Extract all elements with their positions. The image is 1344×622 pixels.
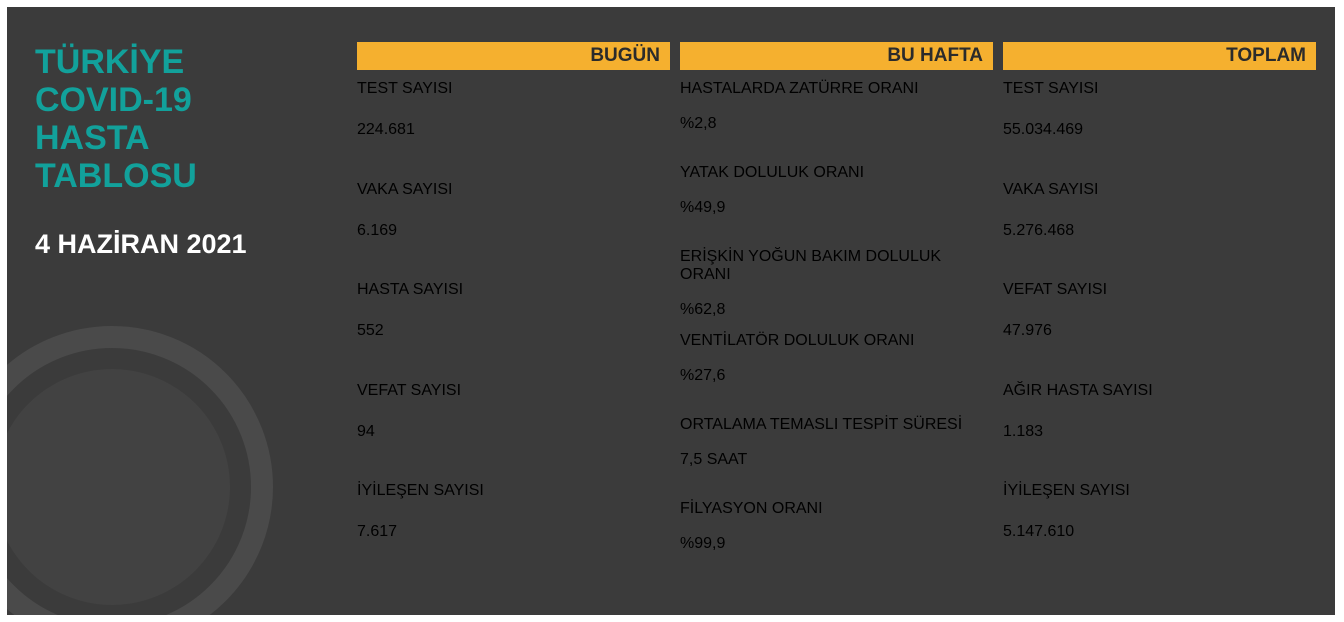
- stat-label: VEFAT SAYISI: [1003, 281, 1108, 299]
- stat-value: 6.169: [357, 221, 398, 239]
- stat-label: VAKA SAYISI: [357, 180, 453, 198]
- stat-card: VENTİLATÖR DOLULUK ORANI %27,6: [680, 332, 993, 408]
- stat-value: %2,8: [680, 115, 717, 132]
- column-header: BUGÜN: [357, 42, 670, 70]
- stat-label: VAKA SAYISI: [1003, 180, 1099, 198]
- stat-label: VEFAT SAYISI: [357, 381, 462, 399]
- stat-label: AĞIR HASTA SAYISI: [1003, 381, 1153, 399]
- column-header: TOPLAM: [1003, 42, 1316, 70]
- stat-card: İYİLEŞEN SAYISI 5.147.610: [1003, 482, 1316, 575]
- stat-value: %62,8: [680, 301, 726, 318]
- stat-label: İYİLEŞEN SAYISI: [357, 482, 484, 500]
- stat-card: TEST SAYISI 55.034.469: [1003, 80, 1316, 173]
- stat-label: VENTİLATÖR DOLULUK ORANI: [680, 332, 915, 349]
- stat-card: VEFAT SAYISI 47.976: [1003, 281, 1316, 374]
- date: 4 HAZİRAN 2021: [35, 229, 247, 259]
- stat-label: ORTALAMA TEMASLI TESPİT SÜRESİ: [680, 416, 963, 433]
- stat-value: 5.276.468: [1003, 221, 1075, 239]
- stat-label: İYİLEŞEN SAYISI: [1003, 482, 1130, 500]
- title-line: COVID-19: [35, 81, 192, 119]
- title-line: TÜRKİYE: [35, 43, 185, 81]
- stat-value: 5.147.610: [1003, 523, 1075, 541]
- stat-card: HASTA SAYISI 552: [357, 281, 670, 374]
- column-header: BU HAFTA: [680, 42, 993, 70]
- stat-value: 7,5 SAAT: [680, 451, 748, 468]
- stat-label: HASTALARDA ZATÜRRE ORANI: [680, 80, 919, 97]
- stat-value: 1.183: [1003, 422, 1044, 440]
- stat-label: FİLYASYON ORANI: [680, 500, 823, 517]
- stat-card: VAKA SAYISI 5.276.468: [1003, 181, 1316, 274]
- stat-value: %49,9: [680, 199, 726, 216]
- title-line: TABLOSU: [35, 157, 197, 195]
- stat-label: YATAK DOLULUK ORANI: [680, 164, 865, 181]
- stat-card: ERİŞKİN YOĞUN BAKIM DOLULUK ORANI %62,8: [680, 248, 993, 324]
- stat-value: %27,6: [680, 367, 726, 384]
- stat-label: ERİŞKİN YOĞUN BAKIM DOLULUK ORANI: [680, 248, 942, 283]
- emblem: [7, 326, 273, 615]
- stat-card: VAKA SAYISI 6.169: [357, 181, 670, 274]
- title-line: HASTA: [35, 119, 150, 157]
- stat-value: 7.617: [357, 523, 398, 541]
- stat-label: HASTA SAYISI: [357, 281, 464, 299]
- stat-value: %99,9: [680, 535, 726, 552]
- stat-card: HASTALARDA ZATÜRRE ORANI %2,8: [680, 80, 993, 156]
- title: TÜRKİYE COVID-19 HASTA TABLOSU: [35, 43, 197, 195]
- stat-label: TEST SAYISI: [357, 80, 453, 97]
- stat-card: YATAK DOLULUK ORANI %49,9: [680, 164, 993, 240]
- stat-card: VEFAT SAYISI 94: [357, 382, 670, 475]
- stat-value: 94: [357, 422, 375, 440]
- stat-value: 47.976: [1003, 322, 1052, 340]
- stat-value: 55.034.469: [1003, 121, 1084, 138]
- stat-card: ORTALAMA TEMASLI TESPİT SÜRESİ 7,5 SAAT: [680, 416, 993, 492]
- stat-label: TEST SAYISI: [1003, 80, 1099, 97]
- stat-card: İYİLEŞEN SAYISI 7.617: [357, 482, 670, 575]
- stat-value: 224.681: [357, 121, 415, 138]
- stat-card: FİLYASYON ORANI %99,9: [680, 500, 993, 576]
- stat-card: AĞIR HASTA SAYISI 1.183: [1003, 382, 1316, 475]
- dashboard: TÜRKİYE COVID-19 HASTA TABLOSU 4 HAZİRAN 202…: [7, 7, 1335, 615]
- stat-card: TEST SAYISI 224.681: [357, 80, 670, 173]
- stat-value: 552: [357, 322, 384, 340]
